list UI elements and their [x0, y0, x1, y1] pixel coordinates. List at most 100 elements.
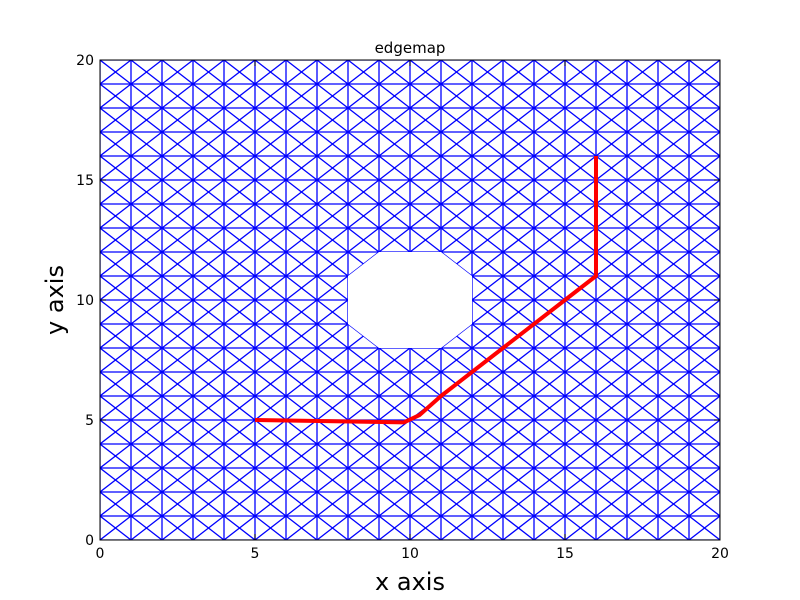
- edge-segment: [316, 227, 349, 253]
- edge-segment: [533, 155, 566, 181]
- edge-segment: [100, 515, 132, 540]
- edge-segment: [657, 131, 690, 157]
- edge-segment: [161, 419, 194, 445]
- edge-segment: [100, 347, 132, 373]
- edge-segment: [223, 443, 256, 469]
- edge-segment: [688, 299, 720, 325]
- edge-segment: [688, 251, 720, 277]
- edge-segment: [657, 107, 690, 133]
- edge-segment: [347, 419, 380, 445]
- edge-segment: [161, 275, 194, 301]
- edge-segment: [564, 251, 597, 277]
- edge-segment: [347, 467, 380, 493]
- edge-segment: [657, 60, 690, 85]
- edge-segment: [595, 203, 628, 229]
- x-tick-label: 0: [96, 546, 105, 562]
- edge-segment: [285, 155, 318, 181]
- edge-segment: [626, 371, 659, 397]
- edge-segment: [378, 155, 411, 181]
- edge-segment: [626, 275, 659, 301]
- edge-segment: [316, 107, 349, 133]
- edge-segment: [100, 227, 132, 253]
- edge-segment: [378, 515, 411, 540]
- edge-segment: [192, 203, 225, 229]
- edge-segment: [409, 155, 442, 181]
- edge-segment: [688, 155, 720, 181]
- edge-segment: [533, 60, 566, 85]
- edge-segment: [378, 371, 411, 397]
- edge-segment: [471, 443, 504, 469]
- edge-segment: [533, 275, 566, 301]
- edge-segment: [440, 155, 473, 181]
- edge-segment: [378, 83, 411, 109]
- edge-segment: [316, 203, 349, 229]
- edge-segment: [100, 275, 132, 301]
- edge-segment: [316, 179, 349, 205]
- edge-segment: [254, 203, 287, 229]
- edge-segment: [533, 83, 566, 109]
- edge-segment: [378, 131, 411, 157]
- edge-segment: [254, 395, 287, 421]
- edge-segment: [626, 347, 659, 373]
- edge-segment: [285, 83, 318, 109]
- edge-segment: [564, 83, 597, 109]
- edge-segment: [688, 371, 720, 397]
- edge-segment: [502, 371, 535, 397]
- edge-segment: [564, 203, 597, 229]
- edge-segment: [626, 60, 659, 85]
- edge-segment: [471, 299, 504, 325]
- edge-segment: [254, 275, 287, 301]
- edge-segment: [471, 419, 504, 445]
- edge-segment: [378, 467, 411, 493]
- path-series: [254, 156, 598, 425]
- edge-segment: [100, 83, 132, 109]
- edge-segment: [347, 515, 380, 540]
- edge-segment: [161, 60, 194, 85]
- edge-segment: [502, 203, 535, 229]
- edge-segment: [223, 491, 256, 517]
- edge-segment: [130, 83, 163, 109]
- edge-segment: [595, 419, 628, 445]
- edge-segment: [564, 60, 597, 85]
- edge-segment: [285, 323, 318, 349]
- edge-segment: [223, 179, 256, 205]
- edge-segment: [471, 203, 504, 229]
- edge-segment: [100, 395, 132, 421]
- edge-segment: [564, 515, 597, 540]
- edge-segment: [161, 203, 194, 229]
- edge-segment: [533, 491, 566, 517]
- edge-segment: [502, 347, 535, 373]
- edge-segment: [254, 515, 287, 540]
- edge-segment: [254, 491, 287, 517]
- edge-segment: [130, 179, 163, 205]
- edge-segment: [347, 60, 380, 85]
- edge-segment: [100, 491, 132, 517]
- edge-segment: [223, 275, 256, 301]
- edge-segment: [378, 443, 411, 469]
- edge-segment: [564, 347, 597, 373]
- edge-segment: [564, 227, 597, 253]
- edge-segment: [130, 491, 163, 517]
- edge-segment: [161, 299, 194, 325]
- edge-segment: [347, 443, 380, 469]
- edge-segment: [440, 347, 473, 373]
- chart-title: edgemap: [375, 39, 446, 57]
- edge-segment: [347, 131, 380, 157]
- red-path-line: [254, 156, 598, 425]
- edge-segment: [316, 155, 349, 181]
- edge-segment: [564, 443, 597, 469]
- edge-segment: [316, 491, 349, 517]
- edge-segment: [595, 395, 628, 421]
- edge-segment: [192, 419, 225, 445]
- x-axis-label: x axis: [375, 568, 445, 596]
- edge-segment: [657, 419, 690, 445]
- edge-segment: [533, 443, 566, 469]
- edge-segment: [316, 467, 349, 493]
- edge-segment: [192, 299, 225, 325]
- edge-segment: [502, 395, 535, 421]
- edge-segment: [626, 83, 659, 109]
- edge-segment: [502, 83, 535, 109]
- y-tick-label: 20: [76, 53, 94, 69]
- edge-segment: [161, 515, 194, 540]
- edge-segment: [626, 299, 659, 325]
